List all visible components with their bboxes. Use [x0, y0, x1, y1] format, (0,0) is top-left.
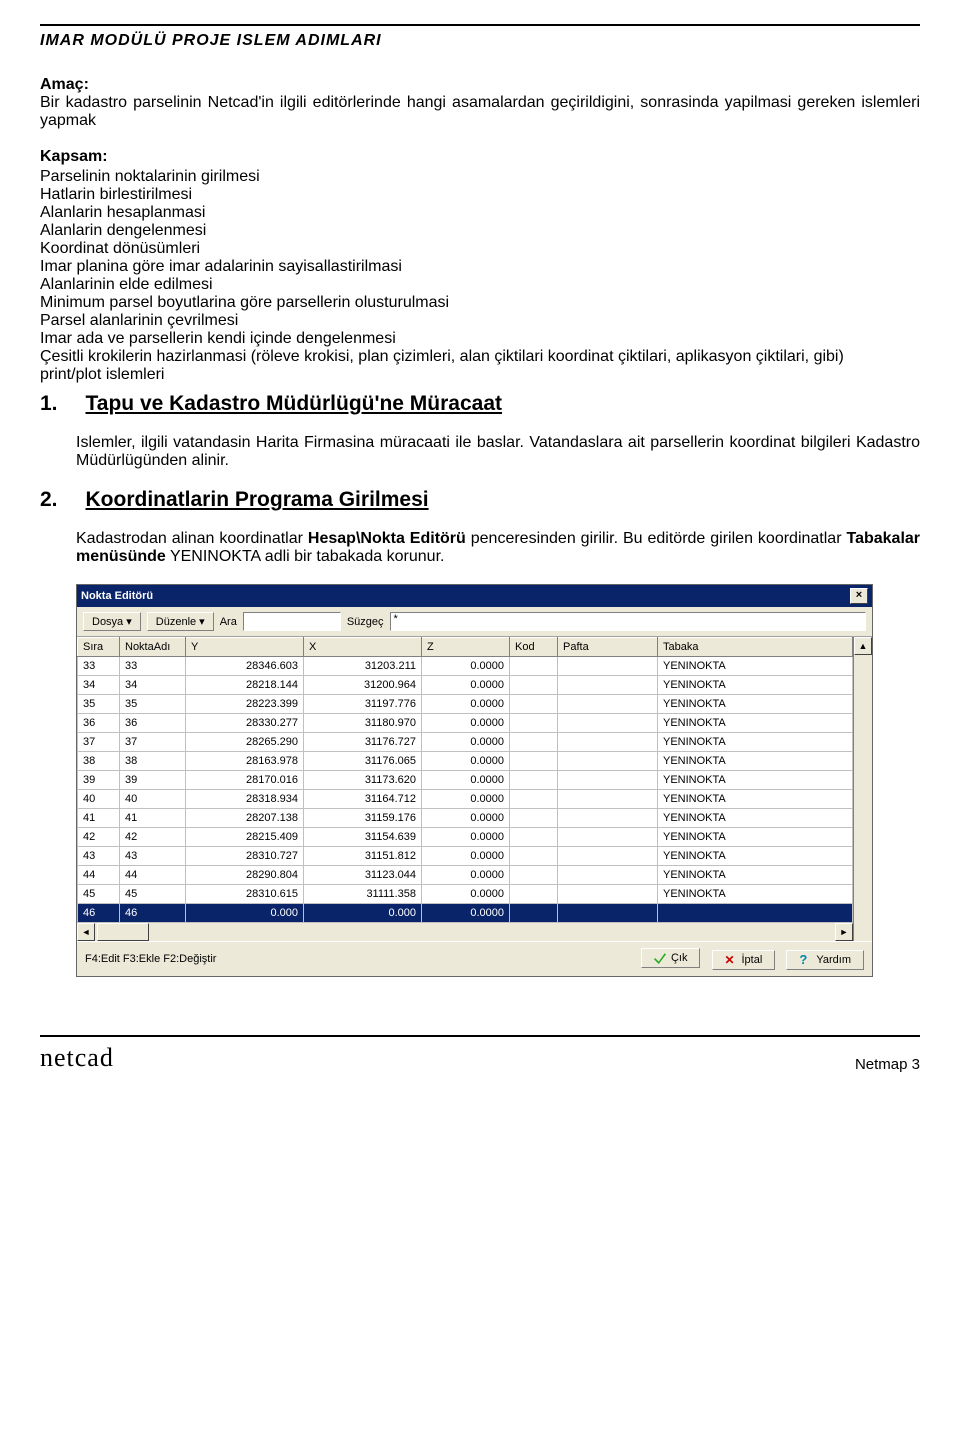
- cik-button[interactable]: Çık: [641, 948, 701, 968]
- table-row[interactable]: 363628330.27731180.9700.0000YENINOKTA: [78, 714, 853, 733]
- window-titlebar[interactable]: Nokta Editörü ×: [77, 585, 872, 607]
- ara-label: Ara: [220, 616, 237, 628]
- table-row[interactable]: 444428290.80431123.0440.0000YENINOKTA: [78, 866, 853, 885]
- scroll-right-icon[interactable]: ►: [835, 923, 853, 941]
- kapsam-item: Alanlarinin elde edilmesi: [40, 276, 920, 294]
- table-row[interactable]: 333328346.60331203.2110.0000YENINOKTA: [78, 657, 853, 676]
- column-header[interactable]: Tabaka: [658, 638, 853, 657]
- kapsam-item: Parselinin noktalarinin girilmesi: [40, 168, 920, 186]
- horizontal-scrollbar[interactable]: ◄ ►: [77, 923, 853, 941]
- table-row[interactable]: 373728265.29031176.7270.0000YENINOKTA: [78, 733, 853, 752]
- status-text: F4:Edit F3:Ekle F2:Değiştir: [85, 953, 216, 965]
- column-header[interactable]: Kod: [510, 638, 558, 657]
- window-title: Nokta Editörü: [81, 590, 153, 602]
- kapsam-item: Alanlarin hesaplanmasi: [40, 204, 920, 222]
- kapsam-item: Minimum parsel boyutlarina göre parselle…: [40, 294, 920, 312]
- column-header[interactable]: NoktaAdı: [120, 638, 186, 657]
- kapsam-item: Parsel alanlarinin çevrilmesi: [40, 312, 920, 330]
- window-statusbar: F4:Edit F3:Ekle F2:Değiştir Çık ✕İptal ?…: [77, 941, 872, 976]
- section-2-number: 2.: [40, 488, 58, 511]
- nokta-editoru-window: Nokta Editörü × Dosya ▾ Düzenle ▾ Ara Sü…: [76, 584, 873, 977]
- table-row[interactable]: 454528310.61531111.3580.0000YENINOKTA: [78, 885, 853, 904]
- kapsam-list: Parselinin noktalarinin girilmesiHatlari…: [40, 168, 920, 384]
- koordinat-table[interactable]: SıraNoktaAdıYXZKodPaftaTabaka 333328346.…: [77, 637, 853, 923]
- column-header[interactable]: Sıra: [78, 638, 120, 657]
- iptal-button[interactable]: ✕İptal: [712, 950, 776, 970]
- section-1-paragraph: Islemler, ilgili vatandasin Harita Firma…: [76, 434, 920, 470]
- amac-label: Amaç:: [40, 76, 89, 93]
- table-row[interactable]: 353528223.39931197.7760.0000YENINOKTA: [78, 695, 853, 714]
- table-row[interactable]: 424228215.40931154.6390.0000YENINOKTA: [78, 828, 853, 847]
- column-header[interactable]: Pafta: [558, 638, 658, 657]
- dosya-menu[interactable]: Dosya ▾: [83, 612, 141, 631]
- kapsam-item: Hatlarin birlestirilmesi: [40, 186, 920, 204]
- yardim-button[interactable]: ?Yardım: [786, 950, 864, 970]
- ara-input[interactable]: [243, 612, 341, 631]
- section-2-paragraph: Kadastrodan alinan koordinatlar Hesap\No…: [76, 530, 920, 566]
- scroll-up-icon[interactable]: ▲: [854, 637, 872, 655]
- scroll-thumb[interactable]: [97, 923, 149, 941]
- kapsam-item: Imar ada ve parsellerin kendi içinde den…: [40, 330, 920, 348]
- section-1-number: 1.: [40, 392, 58, 415]
- section-2-heading: 2. Koordinatlarin Programa Girilmesi: [40, 488, 920, 512]
- table-row[interactable]: 383828163.97831176.0650.0000YENINOKTA: [78, 752, 853, 771]
- section-2-title: Koordinatlarin Programa Girilmesi: [86, 488, 429, 511]
- kapsam-block: Kapsam: Parselinin noktalarinin girilmes…: [40, 148, 920, 384]
- kapsam-item: print/plot islemleri: [40, 366, 920, 384]
- column-header[interactable]: Z: [422, 638, 510, 657]
- suzgec-input[interactable]: *: [390, 612, 866, 631]
- check-icon: [654, 952, 666, 964]
- amac-text: Bir kadastro parselinin Netcad'in ilgili…: [40, 94, 920, 129]
- table-row[interactable]: 46460.0000.0000.0000: [78, 904, 853, 923]
- section-1-title: Tapu ve Kadastro Müdürlügü'ne Müracaat: [86, 392, 503, 415]
- scroll-left-icon[interactable]: ◄: [77, 923, 95, 941]
- section-1-heading: 1. Tapu ve Kadastro Müdürlügü'ne Müracaat: [40, 392, 920, 416]
- table-row[interactable]: 343428218.14431200.9640.0000YENINOKTA: [78, 676, 853, 695]
- table-row[interactable]: 414128207.13831159.1760.0000YENINOKTA: [78, 809, 853, 828]
- help-icon: ?: [799, 954, 811, 966]
- window-toolbar: Dosya ▾ Düzenle ▾ Ara Süzgeç *: [77, 607, 872, 637]
- vertical-scrollbar[interactable]: ▲: [853, 637, 872, 941]
- netcad-logo: netcad: [40, 1043, 114, 1073]
- column-header[interactable]: Y: [186, 638, 304, 657]
- kapsam-item: Çesitli krokilerin hazirlanmasi (röleve …: [40, 348, 920, 366]
- page-footer: netcad Netmap 3: [40, 1035, 920, 1073]
- cancel-icon: ✕: [725, 954, 737, 966]
- table-row[interactable]: 393928170.01631173.6200.0000YENINOKTA: [78, 771, 853, 790]
- page-header: IMAR MODÜLÜ PROJE ISLEM ADIMLARI: [40, 24, 920, 50]
- page-number: Netmap 3: [855, 1056, 920, 1073]
- table-row[interactable]: 404028318.93431164.7120.0000YENINOKTA: [78, 790, 853, 809]
- table-header-row[interactable]: SıraNoktaAdıYXZKodPaftaTabaka: [78, 638, 853, 657]
- table-row[interactable]: 434328310.72731151.8120.0000YENINOKTA: [78, 847, 853, 866]
- suzgec-label: Süzgeç: [347, 616, 384, 628]
- kapsam-item: Alanlarin dengelenmesi: [40, 222, 920, 240]
- column-header[interactable]: X: [304, 638, 422, 657]
- kapsam-label: Kapsam:: [40, 148, 108, 165]
- amac-block: Amaç: Bir kadastro parselinin Netcad'in …: [40, 76, 920, 130]
- close-icon[interactable]: ×: [850, 588, 868, 604]
- kapsam-item: Koordinat dönüsümleri: [40, 240, 920, 258]
- table-body[interactable]: 333328346.60331203.2110.0000YENINOKTA343…: [78, 657, 853, 923]
- duzenle-menu[interactable]: Düzenle ▾: [147, 612, 214, 631]
- kapsam-item: Imar planina göre imar adalarinin sayisa…: [40, 258, 920, 276]
